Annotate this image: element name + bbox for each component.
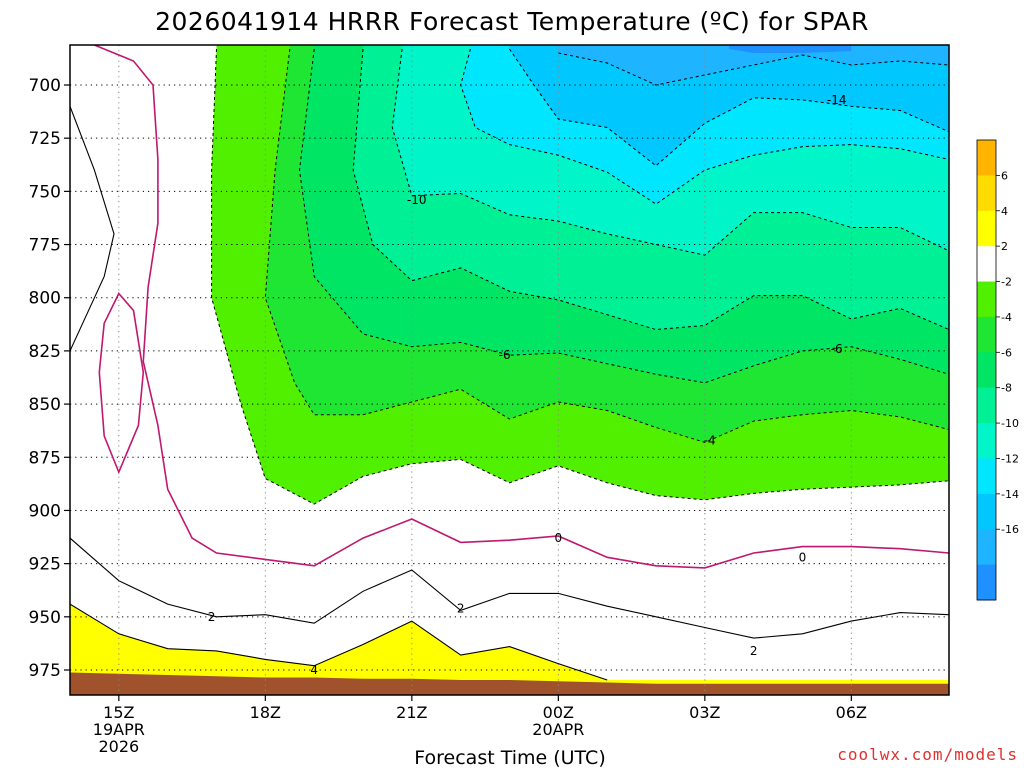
y-tick-label: 950 bbox=[29, 608, 61, 628]
isotherm-2 bbox=[70, 537, 949, 639]
contour-label: 4 bbox=[310, 663, 318, 677]
y-tick-label: 850 bbox=[29, 395, 61, 415]
x-tick-label: 03Z bbox=[689, 703, 720, 722]
colorbar-label: -14 bbox=[1001, 488, 1019, 501]
fill-band-4-to-6 bbox=[70, 604, 949, 695]
isotherm-4 bbox=[70, 603, 608, 681]
isotherm-2 bbox=[70, 106, 115, 352]
isotherm-0 bbox=[98, 292, 145, 475]
colorbar-swatch bbox=[977, 352, 996, 389]
isotherm--10 bbox=[391, 48, 949, 256]
x-tick-label: 00Z bbox=[543, 703, 574, 722]
contour-label: -6 bbox=[831, 342, 843, 356]
y-tick-label: 725 bbox=[29, 129, 61, 149]
y-tick-label: 975 bbox=[29, 661, 61, 681]
contour-label: 2 bbox=[208, 610, 216, 624]
isotherm-lines bbox=[70, 45, 949, 681]
fill-band-below--14 bbox=[509, 45, 949, 166]
colorbar-swatch bbox=[977, 316, 996, 353]
y-tick-label: 750 bbox=[29, 182, 61, 202]
contour-label: -4 bbox=[704, 433, 716, 447]
y-tick-label: 925 bbox=[29, 555, 61, 575]
colorbar-label: 6 bbox=[1001, 169, 1008, 182]
fill-band-below--16 bbox=[558, 45, 949, 85]
chart-title: 2026041914 HRRR Forecast Temperature (ºC… bbox=[155, 7, 869, 36]
x-tick-label: 18Z bbox=[250, 703, 281, 722]
x-tick-label: 21Z bbox=[396, 703, 427, 722]
credit-text: coolwx.com/models bbox=[837, 745, 1018, 764]
contour-label: -10 bbox=[407, 193, 427, 207]
colorbar-swatch bbox=[977, 529, 996, 566]
colorbar: 6 4 2 -2 -4 -6 -8 -10 -12 -14 -16 bbox=[976, 139, 1019, 601]
colorbar-label: -10 bbox=[1001, 417, 1019, 430]
colorbar-swatch bbox=[977, 175, 996, 212]
contour-label: 0 bbox=[799, 550, 807, 564]
isotherm--8 bbox=[352, 48, 949, 331]
x-axis-label: Forecast Time (UTC) bbox=[414, 747, 605, 768]
plot-area: -14 -10 -6 -6 -4 0 0 2 2 2 4 700 725 750 775 800 825 850 8… bbox=[29, 44, 950, 756]
isotherm--16 bbox=[558, 52, 949, 86]
fill-band-warm-pocket bbox=[70, 106, 114, 351]
colorbar-label: -4 bbox=[1001, 311, 1012, 324]
y-tick-label: 700 bbox=[29, 76, 61, 96]
x-tick-label: 2026 bbox=[98, 737, 139, 756]
colorbar-label: -16 bbox=[1001, 523, 1019, 536]
colorbar-label: -8 bbox=[1001, 382, 1012, 395]
colorbar-swatch bbox=[977, 423, 996, 459]
colorbar-swatch bbox=[977, 493, 996, 530]
isotherm--2 bbox=[211, 48, 949, 505]
y-tick-label: 900 bbox=[29, 501, 61, 521]
x-tick-label: 06Z bbox=[836, 703, 867, 722]
colorbar-swatch bbox=[977, 564, 996, 601]
fill-band-below-18 bbox=[729, 45, 852, 53]
colorbar-swatch bbox=[977, 281, 996, 318]
contour-label: 2 bbox=[457, 601, 465, 615]
x-tick-label: 19APR bbox=[93, 720, 145, 739]
y-tick-label: 875 bbox=[29, 448, 61, 468]
contour-label: -14 bbox=[827, 93, 847, 107]
colorbar-label: -6 bbox=[1001, 346, 1012, 359]
y-tick-label: 825 bbox=[29, 342, 61, 362]
contour-label: 2 bbox=[750, 644, 758, 658]
colorbar-swatch bbox=[977, 387, 996, 424]
terrain-ground bbox=[70, 672, 949, 695]
x-tick-label: 15Z bbox=[103, 703, 134, 722]
colorbar-swatch bbox=[977, 140, 996, 176]
colorbar-swatch bbox=[977, 246, 996, 283]
y-tick-label: 775 bbox=[29, 236, 61, 256]
grid-lines bbox=[70, 45, 949, 695]
contour-label: -6 bbox=[499, 348, 511, 362]
y-tick-label: 800 bbox=[29, 289, 61, 309]
fill-band-2-to-4 bbox=[70, 538, 949, 695]
colorbar-label: 2 bbox=[1001, 240, 1008, 253]
colorbar-label: -12 bbox=[1001, 452, 1019, 465]
colorbar-label: 4 bbox=[1001, 205, 1008, 218]
colorbar-swatch bbox=[977, 210, 996, 247]
isotherm-0 bbox=[92, 45, 949, 569]
colorbar-label: -2 bbox=[1001, 276, 1012, 289]
temperature-fill-layers bbox=[70, 45, 949, 695]
isotherm--6 bbox=[298, 48, 949, 384]
contour-label: 0 bbox=[555, 531, 563, 545]
colorbar-frame bbox=[976, 139, 997, 601]
plot-frame bbox=[69, 44, 950, 696]
x-tick-label: 20APR bbox=[532, 720, 584, 739]
isotherm--4 bbox=[264, 48, 949, 443]
colorbar-swatch bbox=[977, 458, 996, 495]
